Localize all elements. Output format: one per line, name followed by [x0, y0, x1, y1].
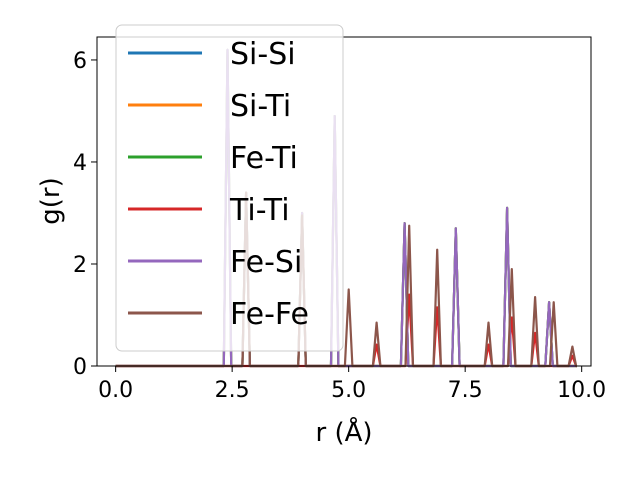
legend-label: Fe-Ti: [230, 141, 298, 176]
legend-label: Fe-Si: [230, 245, 302, 280]
x-tick-label: 2.5: [215, 378, 250, 403]
legend-label: Si-Si: [230, 37, 296, 72]
x-tick-label: 7.5: [448, 378, 483, 403]
x-tick-label: 0.0: [98, 378, 133, 403]
y-tick-label: 4: [73, 151, 87, 176]
legend-label: Ti-Ti: [229, 193, 290, 228]
legend-entry-fe-ti: Fe-Ti: [128, 141, 298, 176]
y-tick-label: 2: [73, 253, 87, 278]
plot-frame: [96, 36, 592, 367]
legend-entry-si-si: Si-Si: [128, 37, 296, 72]
x-tick-label: 5.0: [331, 378, 366, 403]
legend-entry-ti-ti: Ti-Ti: [128, 193, 290, 228]
legend-items: Si-Si Si-Ti Fe-Ti Ti-Ti Fe-Si Fe-Fe: [128, 37, 309, 332]
y-axis-label: g(r): [36, 177, 66, 224]
legend-label: Si-Ti: [230, 89, 291, 124]
legend-entry-fe-si: Fe-Si: [128, 245, 302, 280]
y-tick-label: 6: [73, 49, 87, 74]
x-axis-label: r (Å): [315, 416, 372, 448]
legend-label: Fe-Fe: [230, 297, 309, 332]
x-tick-label: 10.0: [557, 378, 606, 403]
legend: Si-Si Si-Ti Fe-Ti Ti-Ti Fe-Si Fe-Fe: [115, 24, 344, 352]
legend-entry-si-ti: Si-Ti: [128, 89, 291, 124]
ticks-layer: 0.0 2.5 5.0 7.5 10.0 0 2 4 6: [73, 49, 606, 403]
legend-entry-fe-fe: Fe-Fe: [128, 297, 309, 332]
y-tick-label: 0: [73, 355, 87, 380]
